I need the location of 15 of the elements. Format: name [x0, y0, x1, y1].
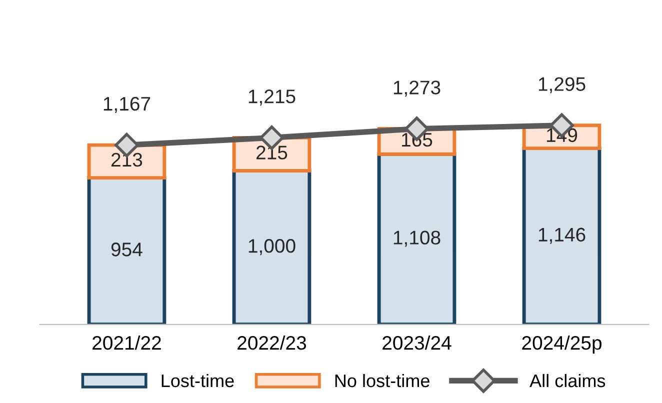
x-tick-label: 2022/23: [238, 336, 306, 350]
data-label: 954: [111, 242, 142, 256]
data-label: 1,108: [394, 230, 440, 247]
data-label: 1,146: [538, 228, 586, 244]
data-label: 1,215: [248, 90, 296, 106]
legend-label: Lost-time: [162, 374, 234, 388]
data-label: 1,295: [538, 77, 586, 94]
data-label: 1,167: [104, 96, 150, 113]
data-label: 1,273: [394, 80, 440, 97]
x-tick-label: 2021/22: [92, 336, 161, 350]
legend-label: No lost-time: [335, 374, 430, 388]
x-tick-label: 2024/25p: [522, 336, 602, 354]
x-tick-label: 2023/24: [382, 336, 452, 350]
legend-label: All claims: [530, 374, 606, 388]
data-label: 1,000: [248, 239, 296, 256]
